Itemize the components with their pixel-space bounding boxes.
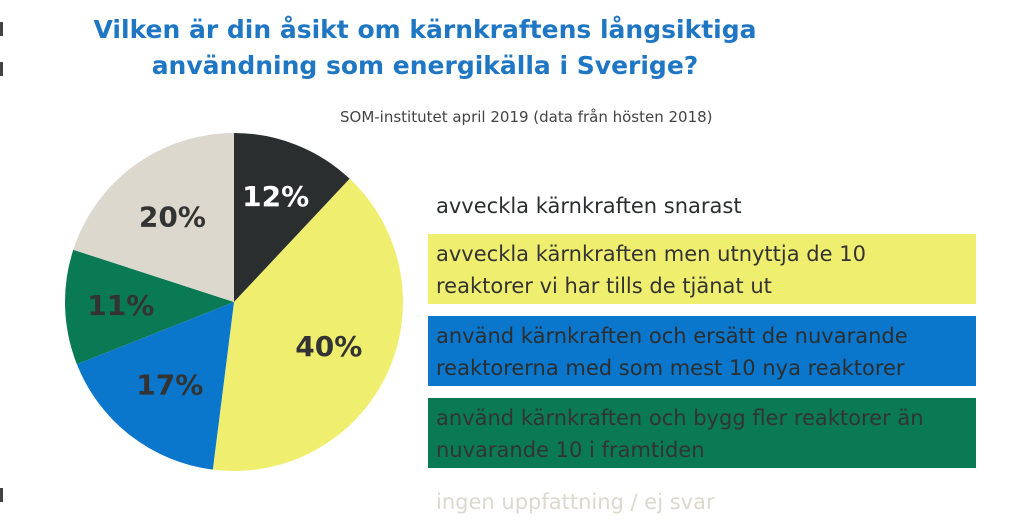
legend-item: avveckla kärnkraften men utnyttja de 10 …	[428, 234, 976, 304]
chart-title-line: Vilken är din åsikt om kärnkraftens lång…	[93, 15, 757, 44]
legend-item: använd kärnkraften och ersätt de nuvaran…	[428, 316, 976, 386]
pie-slice	[234, 133, 350, 302]
pie-slice	[76, 302, 235, 470]
slice-value-label: 40%	[295, 330, 362, 363]
chart-subtitle: SOM-institutet april 2019 (data från hös…	[340, 108, 713, 126]
slice-value-label: 20%	[139, 201, 206, 234]
legend-item: avveckla kärnkraften snarast	[436, 194, 742, 218]
pie-slice	[73, 133, 234, 302]
slice-value-label: 12%	[242, 180, 309, 213]
pie-chart: 12% 40% 17% 11% 20%	[64, 133, 403, 471]
slice-value-label: 17%	[136, 368, 203, 401]
pie-slice	[64, 249, 234, 365]
slice-value-label: 11%	[87, 289, 154, 322]
edge-mark	[0, 488, 3, 502]
edge-mark	[0, 62, 3, 76]
legend-item: använd kärnkraften och bygg fler reaktor…	[428, 398, 976, 468]
chart-title-line: användning som energikälla i Sverige?	[151, 51, 699, 80]
chart-title: Vilken är din åsikt om kärnkraftens lång…	[0, 12, 850, 84]
legend-item: ingen uppfattning / ej svar	[436, 490, 715, 514]
edge-mark	[0, 22, 3, 36]
pie-slice	[212, 178, 403, 471]
